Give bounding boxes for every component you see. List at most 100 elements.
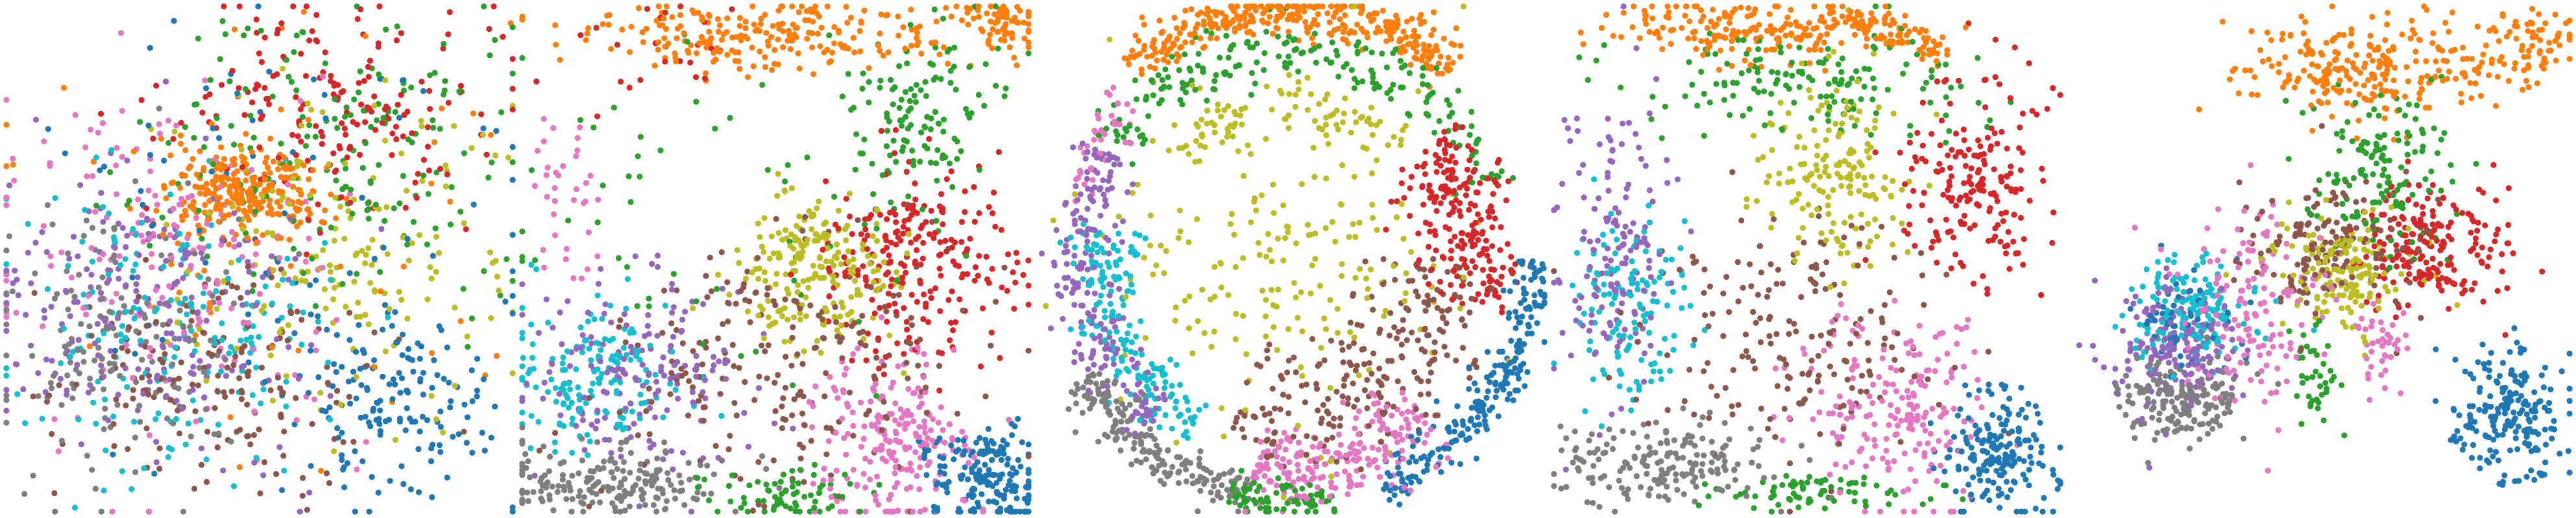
scatter-point-series-5 — [949, 437, 956, 443]
scatter-point-series-5 — [858, 399, 864, 406]
scatter-point-series-5 — [1097, 212, 1104, 219]
scatter-point-series-1 — [861, 7, 868, 14]
scatter-point-series-9 — [228, 305, 235, 312]
scatter-point-series-6 — [182, 441, 189, 448]
scatter-point-series-6 — [289, 280, 296, 286]
scatter-point-series-6 — [1115, 247, 1121, 254]
scatter-point-series-2 — [398, 463, 405, 469]
scatter-point-series-1 — [239, 186, 245, 193]
scatter-point-series-5 — [1132, 430, 1138, 437]
scatter-point-series-2 — [1025, 50, 1032, 56]
scatter-point-series-3 — [577, 32, 584, 38]
scatter-point-series-1 — [300, 8, 307, 15]
scatter-point-series-2 — [291, 421, 298, 428]
scatter-point-series-8 — [171, 336, 178, 342]
scatter-point-series-8 — [1366, 462, 1372, 468]
scatter-point-series-2 — [447, 404, 454, 411]
scatter-point-series-10 — [907, 340, 914, 347]
scatter-point-series-9 — [196, 244, 202, 251]
scatter-point-series-4 — [342, 166, 349, 172]
scatter-point-series-4 — [509, 278, 516, 284]
scatter-point-series-3 — [919, 255, 926, 262]
scatter-point-series-7 — [538, 495, 544, 502]
scatter-point-series-7 — [350, 439, 357, 445]
scatter-point-series-3 — [1467, 270, 1474, 277]
scatter-point-series-2 — [262, 378, 269, 385]
scatter-point-series-9 — [114, 145, 120, 151]
scatter-point-series-5 — [845, 430, 851, 438]
scatter-point-series-9 — [3, 97, 10, 103]
scatter-point-series-1 — [1025, 39, 1032, 45]
scatter-point-series-1 — [804, 36, 810, 42]
scatter-point-series-5 — [269, 253, 275, 260]
scatter-point-series-2 — [161, 157, 167, 164]
scatter-point-series-2 — [839, 493, 845, 500]
scatter-point-series-3 — [948, 168, 954, 175]
scatter-point-series-10 — [372, 288, 378, 295]
scatter-point-series-2 — [353, 395, 359, 402]
scatter-point-series-9 — [95, 129, 101, 136]
scatter-point-series-10 — [280, 66, 286, 72]
scatter-point-series-8 — [1403, 416, 1409, 423]
scatter-point-series-5 — [27, 342, 34, 349]
scatter-point-series-4 — [219, 18, 226, 25]
scatter-point-series-6 — [933, 481, 940, 488]
scatter-point-series-7 — [156, 465, 163, 472]
scatter-point-series-6 — [1019, 439, 1025, 445]
scatter-point-series-3 — [1427, 228, 1433, 235]
scatter-point-series-3 — [1448, 282, 1454, 288]
scatter-point-series-5 — [43, 249, 50, 255]
scatter-point-series-6 — [327, 416, 334, 423]
scatter-point-series-7 — [111, 443, 117, 449]
scatter-point-series-3 — [253, 16, 260, 23]
scatter-point-series-3 — [897, 238, 904, 244]
scatter-point-series-5 — [825, 438, 832, 445]
scatter-point-series-6 — [328, 277, 334, 283]
scatter-point-series-4 — [195, 207, 202, 214]
scatter-point-series-7 — [125, 446, 131, 452]
scatter-point-series-7 — [732, 508, 738, 515]
scatter-point-series-1 — [428, 180, 435, 187]
scatter-point-series-5 — [905, 386, 912, 392]
scatter-point-series-7 — [525, 458, 531, 465]
scatter-point-series-1 — [643, 25, 650, 32]
scatter-point-series-2 — [917, 87, 924, 93]
scatter-point-series-5 — [3, 328, 10, 334]
scatter-point-series-1 — [10, 161, 16, 168]
scatter-point-series-4 — [247, 112, 254, 119]
scatter-point-series-2 — [947, 160, 953, 167]
scatter-point-series-5 — [594, 253, 601, 260]
scatter-point-series-1 — [202, 202, 208, 208]
scatter-point-series-6 — [954, 437, 961, 443]
scatter-point-series-3 — [409, 130, 415, 136]
scatter-point-series-1 — [298, 200, 304, 206]
scatter-point-series-4 — [734, 247, 740, 253]
scatter-point-series-3 — [869, 297, 875, 303]
scatter-point-series-10 — [727, 432, 733, 439]
scatter-point-series-3 — [1010, 269, 1016, 276]
scatter-point-series-4 — [850, 264, 857, 271]
scatter-point-series-9 — [541, 379, 548, 386]
scatter-point-series-6 — [250, 323, 256, 330]
scatter-point-series-1 — [988, 18, 994, 25]
scatter-point-series-10 — [765, 342, 772, 349]
scatter-point-series-5 — [881, 432, 888, 438]
scatter-point-series-2 — [888, 199, 894, 206]
scatter-point-series-1 — [247, 186, 254, 192]
scatter-point-series-4 — [805, 284, 812, 291]
scatter-point-series-7 — [145, 373, 152, 379]
scatter-point-series-8 — [561, 381, 567, 388]
scatter-point-series-4 — [269, 93, 276, 100]
scatter-point-series-3 — [256, 144, 263, 151]
scatter-point-series-8 — [32, 270, 38, 277]
scatter-point-series-3 — [412, 179, 419, 186]
scatter-point-series-2 — [684, 38, 690, 45]
scatter-point-series-1 — [674, 25, 681, 32]
scatter-point-series-9 — [581, 447, 588, 453]
scatter-point-series-10 — [586, 503, 592, 510]
scatter-point-series-2 — [313, 277, 319, 284]
scatter-point-series-1 — [742, 25, 749, 32]
scatter-point-series-10 — [1403, 337, 1410, 343]
scatter-point-series-6 — [986, 480, 993, 487]
scatter-point-series-2 — [474, 388, 480, 394]
